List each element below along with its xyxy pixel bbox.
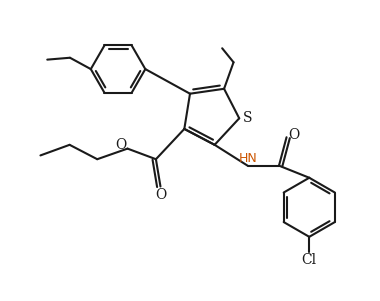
Text: O: O: [115, 138, 126, 152]
Text: S: S: [243, 110, 252, 125]
Text: HN: HN: [239, 152, 258, 165]
Text: Cl: Cl: [302, 253, 317, 267]
Text: O: O: [155, 188, 167, 202]
Text: O: O: [288, 128, 300, 142]
